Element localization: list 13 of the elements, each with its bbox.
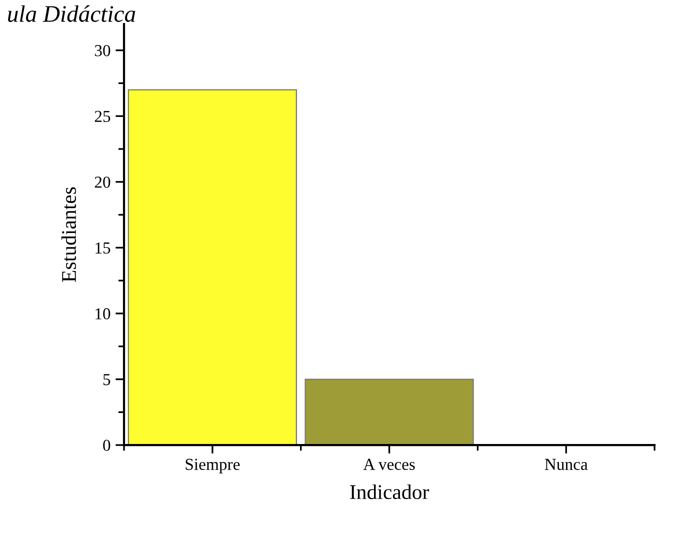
x-tick-label: Siempre [186,458,240,474]
x-tick-label: A veces [363,458,415,470]
y-tick-label: 20 [94,176,110,188]
y-tick-label: 10 [96,308,110,320]
y-tick-label: 15 [96,242,110,254]
y-axis-title: Estudiantes [61,187,76,282]
y-tick-label: 5 [103,374,110,386]
y-tick-label: 30 [94,45,110,56]
x-tick-label: Nunca [544,458,588,470]
y-tick-label: 25 [94,110,110,122]
y-tick-label: 0 [103,440,110,451]
chart-title: ula Didáctica [8,5,136,22]
x-axis-title: Indicador [350,484,430,500]
